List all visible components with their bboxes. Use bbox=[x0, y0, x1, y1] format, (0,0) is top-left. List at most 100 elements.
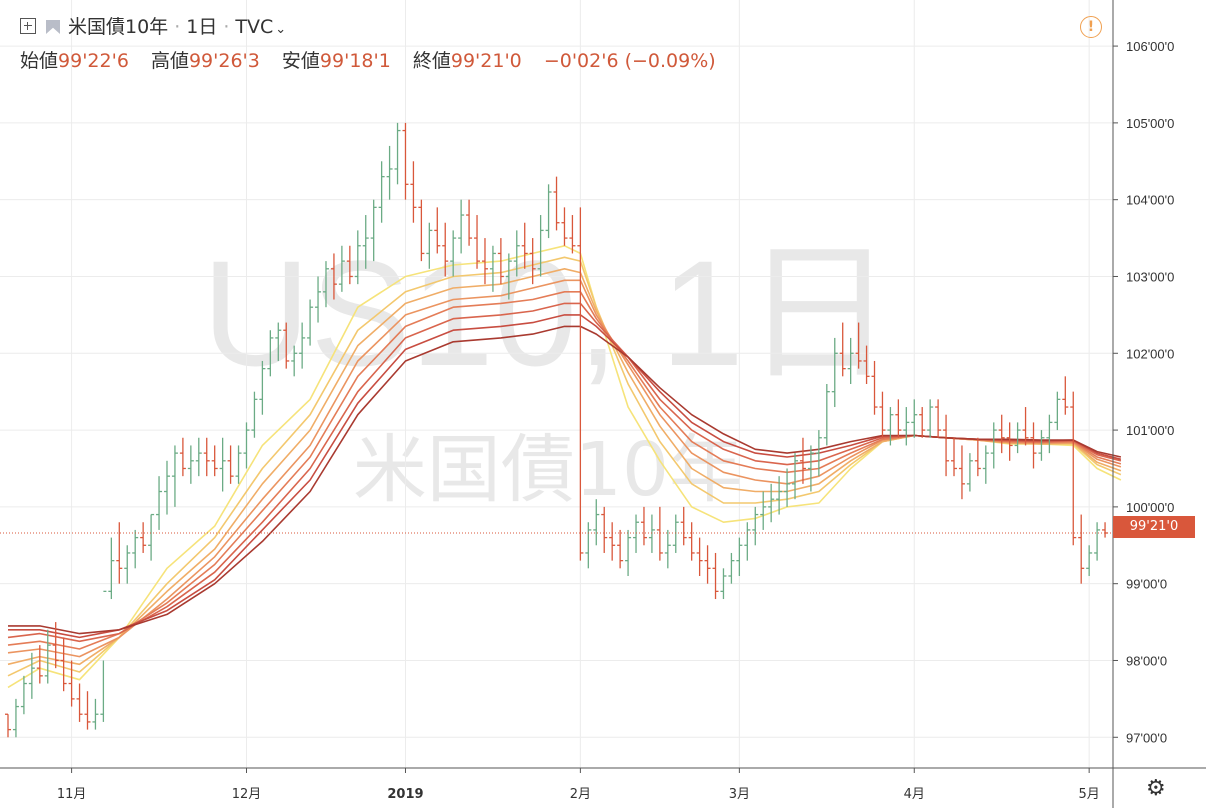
ohlc-bar bbox=[489, 245, 496, 292]
ohlc-bar bbox=[211, 445, 218, 477]
ohlc-bar bbox=[163, 460, 170, 515]
ohlc-bar bbox=[1094, 522, 1101, 561]
high-label: 高値 bbox=[150, 50, 189, 72]
ohlc-bar bbox=[434, 207, 441, 254]
ohlc-bar bbox=[871, 360, 878, 415]
ohlc-bar bbox=[243, 422, 250, 469]
watermark-line2: 米国債10年 bbox=[353, 427, 743, 513]
y-tick-label: 105'00'0 bbox=[1126, 116, 1174, 131]
ohlc-bar bbox=[553, 176, 560, 231]
flag-icon bbox=[46, 20, 60, 34]
ohlc-bar bbox=[52, 622, 59, 669]
x-tick-label: 4月 bbox=[904, 787, 925, 802]
ohlc-bar bbox=[1070, 391, 1077, 546]
ohlc-legend: 始値99'22'6 高値99'26'3 安値99'18'1 終値99'21'0 … bbox=[20, 46, 732, 73]
ohlc-bar bbox=[1022, 407, 1029, 446]
ohlc-bar bbox=[640, 506, 647, 546]
y-tick-label: 102'00'0 bbox=[1126, 346, 1174, 361]
ohlc-bar bbox=[839, 322, 846, 377]
ohlc-bar bbox=[1030, 422, 1037, 469]
symbol-name[interactable]: 米国債10年 bbox=[68, 16, 169, 38]
ohlc-bar bbox=[251, 391, 258, 438]
ohlc-bar bbox=[148, 513, 155, 561]
ohlc-bar bbox=[299, 322, 306, 369]
ohlc-bar bbox=[346, 245, 353, 285]
interval[interactable]: 1日 bbox=[186, 16, 218, 38]
ohlc-bar bbox=[5, 713, 11, 738]
ohlc-bar bbox=[704, 545, 711, 584]
watermark-line1: US10, 1日 bbox=[202, 229, 894, 397]
ohlc-bar bbox=[44, 629, 51, 684]
ma-ribbon bbox=[7, 245, 1122, 689]
ohlc-bar bbox=[322, 261, 329, 308]
ohlc-bar bbox=[418, 199, 425, 262]
ohlc-bar bbox=[863, 345, 870, 384]
plus-square-icon[interactable] bbox=[20, 18, 36, 34]
symbol-header: 米国債10年 · 1日 · TVC ⌄ bbox=[20, 12, 286, 39]
ohlc-bar bbox=[720, 568, 727, 600]
ohlc-bar bbox=[990, 422, 997, 469]
ohlc-bar bbox=[1078, 514, 1085, 584]
ohlc-bar bbox=[648, 514, 655, 553]
low-label: 安値 bbox=[281, 50, 320, 72]
x-tick-label: 3月 bbox=[729, 787, 750, 802]
ohlc-bar bbox=[799, 437, 806, 484]
ohlc-bar bbox=[466, 199, 473, 246]
ohlc-bar bbox=[712, 552, 719, 600]
ohlc-bar bbox=[76, 683, 83, 722]
ohlc-bar bbox=[1054, 391, 1061, 431]
ohlc-bar bbox=[474, 215, 481, 269]
ohlc-bar bbox=[450, 230, 457, 277]
ohlc-bar bbox=[577, 207, 584, 561]
ohlc-bar bbox=[1014, 422, 1021, 454]
close-value: 99'21'0 bbox=[450, 50, 522, 72]
ohlc-bar bbox=[593, 499, 600, 546]
ohlc-bar bbox=[672, 514, 679, 553]
ohlc-bar bbox=[736, 537, 743, 576]
ohlc-bar bbox=[784, 468, 791, 507]
ohlc-bar bbox=[601, 506, 608, 553]
ohlc-bar bbox=[1102, 522, 1109, 538]
y-tick-label: 97'00'0 bbox=[1126, 730, 1167, 745]
ohlc-bar bbox=[386, 145, 393, 200]
data-source[interactable]: TVC bbox=[235, 16, 274, 38]
warning-circle-icon[interactable]: ! bbox=[1080, 16, 1102, 38]
ohlc-bar bbox=[895, 399, 902, 438]
ohlc-bar bbox=[1086, 545, 1093, 576]
ohlc-bar bbox=[20, 675, 27, 715]
ohlc-bar bbox=[116, 522, 123, 584]
ohlc-bar bbox=[402, 122, 409, 200]
y-tick-label: 98'00'0 bbox=[1126, 653, 1167, 668]
ohlc-bar bbox=[728, 552, 735, 584]
ohlc-bar bbox=[617, 529, 624, 569]
chevron-down-icon[interactable]: ⌄ bbox=[275, 22, 287, 37]
ohlc-bar bbox=[537, 215, 544, 277]
open-label: 始値 bbox=[20, 50, 59, 72]
ohlc-bar bbox=[505, 253, 512, 300]
ohlc-bar bbox=[108, 537, 115, 600]
ohlc-bar bbox=[291, 345, 298, 377]
ohlc-bar bbox=[585, 522, 592, 569]
ohlc-bar bbox=[1006, 422, 1013, 461]
ohlc-bar bbox=[760, 491, 767, 530]
x-tick-label: 11月 bbox=[57, 787, 87, 802]
x-tick-label: 2月 bbox=[570, 787, 591, 802]
ohlc-bar bbox=[974, 437, 981, 477]
ohlc-bar bbox=[203, 437, 210, 477]
y-tick-label: 106'00'0 bbox=[1126, 39, 1174, 54]
ohlc-bar bbox=[529, 238, 536, 285]
ohlc-bar bbox=[966, 453, 973, 492]
gear-icon[interactable]: ⚙ bbox=[1146, 776, 1166, 801]
ohlc-bar bbox=[855, 322, 862, 369]
ma-line bbox=[8, 325, 1122, 635]
ohlc-bar bbox=[1038, 430, 1045, 461]
ohlc-bar bbox=[426, 222, 433, 269]
ohlc-bar bbox=[831, 337, 838, 408]
x-tick-label: 5月 bbox=[1079, 787, 1100, 802]
ohlc-bar bbox=[911, 399, 918, 438]
ohlc-bar bbox=[195, 437, 202, 477]
ohlc-bar bbox=[267, 330, 274, 377]
ohlc-bar bbox=[823, 384, 830, 446]
x-tick-label: 2019 bbox=[387, 787, 423, 802]
